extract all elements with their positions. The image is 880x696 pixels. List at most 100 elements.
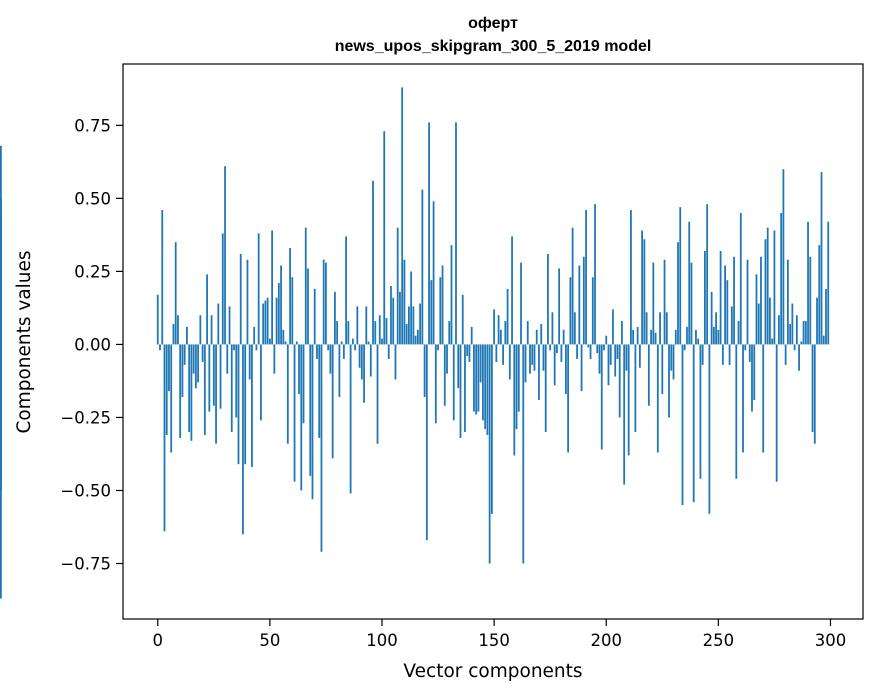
bar-277 <box>778 315 780 345</box>
bar-271 <box>764 239 767 345</box>
bar-214 <box>636 326 639 345</box>
bar-152 <box>497 315 500 345</box>
bar-208 <box>623 344 626 485</box>
bar-85 <box>347 321 350 345</box>
bar-34 <box>233 344 235 351</box>
bar-49 <box>266 297 269 345</box>
bar-146 <box>484 344 487 430</box>
bar-129 <box>446 344 448 374</box>
bar-181 <box>562 329 565 345</box>
bar-251 <box>719 250 722 345</box>
bar-266 <box>753 344 756 400</box>
bar-13 <box>186 326 188 345</box>
bar-230 <box>672 344 675 380</box>
bar-207 <box>621 321 623 345</box>
bar-51 <box>271 230 274 345</box>
bar-292 <box>811 344 814 433</box>
bar-143 <box>477 344 480 412</box>
bar-10 <box>179 344 182 438</box>
bar-102 <box>385 318 388 345</box>
bar-109 <box>401 87 404 345</box>
bar-112 <box>408 306 410 345</box>
bar-190 <box>582 256 585 345</box>
bar-236 <box>686 326 688 345</box>
bar-19 <box>199 315 202 345</box>
bar-23 <box>208 344 211 412</box>
bar-227 <box>665 312 668 345</box>
bar-276 <box>775 344 778 482</box>
bar-17 <box>194 344 197 389</box>
bar-144 <box>479 344 482 383</box>
bar-137 <box>464 344 466 433</box>
chart-subtitle: news_upos_skipgram_300_5_2019 model <box>335 38 652 55</box>
bar-294 <box>816 297 818 345</box>
bar-290 <box>807 221 809 345</box>
bar-77 <box>329 344 332 374</box>
bar-188 <box>578 265 581 345</box>
bar-286 <box>798 344 800 371</box>
bar-121 <box>428 122 430 345</box>
bar-234 <box>681 344 684 506</box>
bar-26 <box>215 344 217 444</box>
bar-196 <box>596 344 599 354</box>
bar-259 <box>737 321 740 345</box>
bar-200 <box>605 335 608 345</box>
bar-184 <box>569 277 572 345</box>
bar-171 <box>540 323 543 345</box>
bar-176 <box>551 312 554 345</box>
bar-69 <box>311 344 314 500</box>
bar-91 <box>360 344 363 380</box>
bar-58 <box>286 344 289 444</box>
chart-title: оферт <box>468 15 518 32</box>
bar-6 <box>170 344 173 453</box>
bar-99 <box>378 315 381 345</box>
x-tick-label: 200 <box>590 631 622 650</box>
bar-172 <box>542 344 545 371</box>
bar-undefined <box>0 344 2 599</box>
bar-242 <box>699 344 702 479</box>
bar-9 <box>177 315 179 345</box>
bar-42 <box>251 344 253 468</box>
y-tick-label: 0.50 <box>74 189 111 208</box>
bar-120 <box>425 344 428 541</box>
bar-50 <box>268 338 271 345</box>
bar-46 <box>260 344 262 421</box>
bar-52 <box>273 344 276 374</box>
bar-186 <box>573 312 576 345</box>
bar-195 <box>594 204 596 345</box>
bar-299 <box>827 221 830 345</box>
bar-158 <box>511 236 513 345</box>
bar-63 <box>298 344 300 395</box>
bar-75 <box>325 262 327 345</box>
bar-284 <box>793 344 796 351</box>
bar-153 <box>499 329 502 345</box>
bar-38 <box>242 344 244 535</box>
bar-104 <box>390 286 392 345</box>
bar-81 <box>338 344 341 397</box>
bar-217 <box>643 239 646 345</box>
bar-45 <box>257 233 260 345</box>
bar-224 <box>659 312 661 345</box>
bar-189 <box>580 344 583 392</box>
bar-168 <box>533 344 536 371</box>
bar-280 <box>784 344 787 365</box>
bar-12 <box>183 344 186 365</box>
bar-226 <box>663 259 666 345</box>
x-tick-label: 100 <box>366 631 398 650</box>
bar-14 <box>188 344 191 433</box>
bar-93 <box>365 306 368 345</box>
bar-131 <box>450 245 453 345</box>
bar-233 <box>679 207 682 345</box>
bar-223 <box>656 344 659 453</box>
bar-274 <box>771 338 774 345</box>
bar-2 <box>161 210 164 345</box>
bar-193 <box>589 344 592 360</box>
bar-162 <box>520 262 522 345</box>
bar-53 <box>275 297 278 345</box>
bar-undefined <box>0 344 2 380</box>
bar-30 <box>224 166 226 345</box>
bar-264 <box>748 344 751 362</box>
bar-263 <box>746 259 749 345</box>
bar-78 <box>331 344 334 459</box>
